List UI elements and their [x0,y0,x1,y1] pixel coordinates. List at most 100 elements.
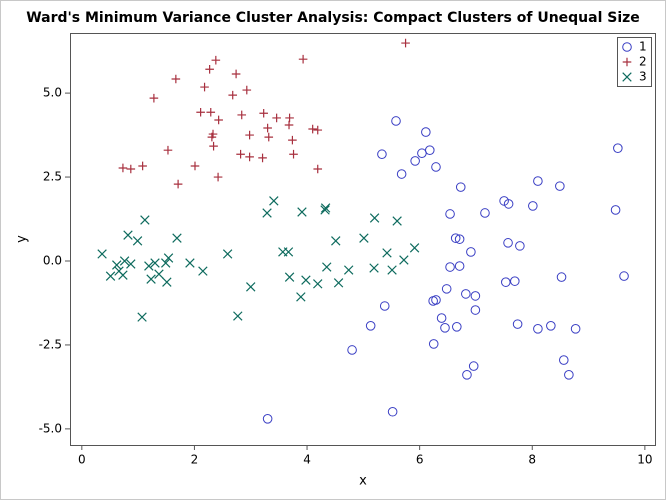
data-point [512,319,523,329]
data-point [331,236,341,246]
data-point [619,271,629,281]
data-point [154,269,164,279]
data-point [288,135,297,145]
data-point [333,278,344,288]
data-point [171,74,181,84]
data-point [410,156,420,166]
data-point [399,255,409,265]
data-point [528,201,538,211]
data-point [233,311,243,321]
data-point [272,113,281,123]
data-point [555,181,565,191]
data-point [163,145,173,155]
data-point [118,163,128,173]
data-point [236,149,245,159]
data-point [401,38,410,48]
data-point [533,324,543,334]
data-point [301,275,311,285]
data-point [140,215,150,225]
y-axis-label: y [15,235,30,243]
data-point [510,276,520,286]
data-point [126,259,136,269]
data-point [445,209,455,219]
data-point [454,234,465,244]
data-point [138,161,147,171]
data-point [503,199,514,209]
data-point [564,370,574,380]
data-point [515,241,525,251]
data-point [347,345,357,355]
plot-frame [70,33,656,446]
data-point [146,274,156,284]
y-tick-label: -2.5 [39,337,62,351]
data-point [392,216,402,226]
data-point [211,55,221,65]
data-point [369,213,380,223]
data-point [284,272,295,282]
data-point [237,110,247,120]
data-point [162,277,172,287]
data-point [132,236,143,246]
data-point [214,115,223,125]
data-point [150,258,160,268]
data-point [206,107,216,117]
data-point [470,291,481,301]
legend-label: 2 [639,55,647,69]
data-point [200,82,209,92]
data-point [343,265,354,275]
data-point [533,176,543,186]
data-point [245,130,254,140]
legend-marker [622,72,632,82]
data-point [322,262,332,272]
data-point [263,123,272,133]
data-point [190,161,200,171]
data-point [196,107,205,117]
data-point [436,313,447,323]
data-point [112,260,122,270]
data-point [269,196,279,206]
chart-title: Ward's Minimum Variance Cluster Analysis… [26,10,640,26]
data-point [428,339,439,349]
data-point [556,272,567,282]
data-point [320,203,331,213]
y-tick-label: 0.0 [43,253,62,267]
data-point [123,230,133,240]
data-point [205,64,214,74]
x-tick-label: 10 [637,453,652,467]
x-tick-label: 8 [528,453,536,467]
data-point [259,108,268,118]
data-point [440,323,450,333]
data-point [160,258,171,268]
data-point [431,295,441,305]
data-point [173,179,183,189]
data-point [297,207,307,217]
data-point [231,69,241,79]
x-tick-label: 6 [416,453,424,467]
data-point [365,320,376,331]
data-point [452,322,462,332]
x-tick-label: 0 [78,453,86,467]
data-point [610,205,621,215]
y-tick-label: 2.5 [43,170,62,184]
legend-marker [622,42,632,52]
data-point [359,233,369,243]
data-point [172,233,182,243]
data-point [298,54,308,64]
data-point [246,282,256,292]
data-point [245,152,254,162]
data-point [163,253,174,263]
data-point [262,208,272,218]
data-point [198,266,208,276]
data-point [222,249,233,259]
data-point [369,263,379,273]
data-point [417,148,427,159]
y-tick-label: 5.0 [43,86,62,100]
data-point [118,270,128,280]
data-point [313,125,323,135]
data-point [445,262,455,272]
data-point [320,205,330,215]
legend-label: 1 [639,40,647,54]
data-point [242,85,252,95]
data-point [228,90,238,100]
